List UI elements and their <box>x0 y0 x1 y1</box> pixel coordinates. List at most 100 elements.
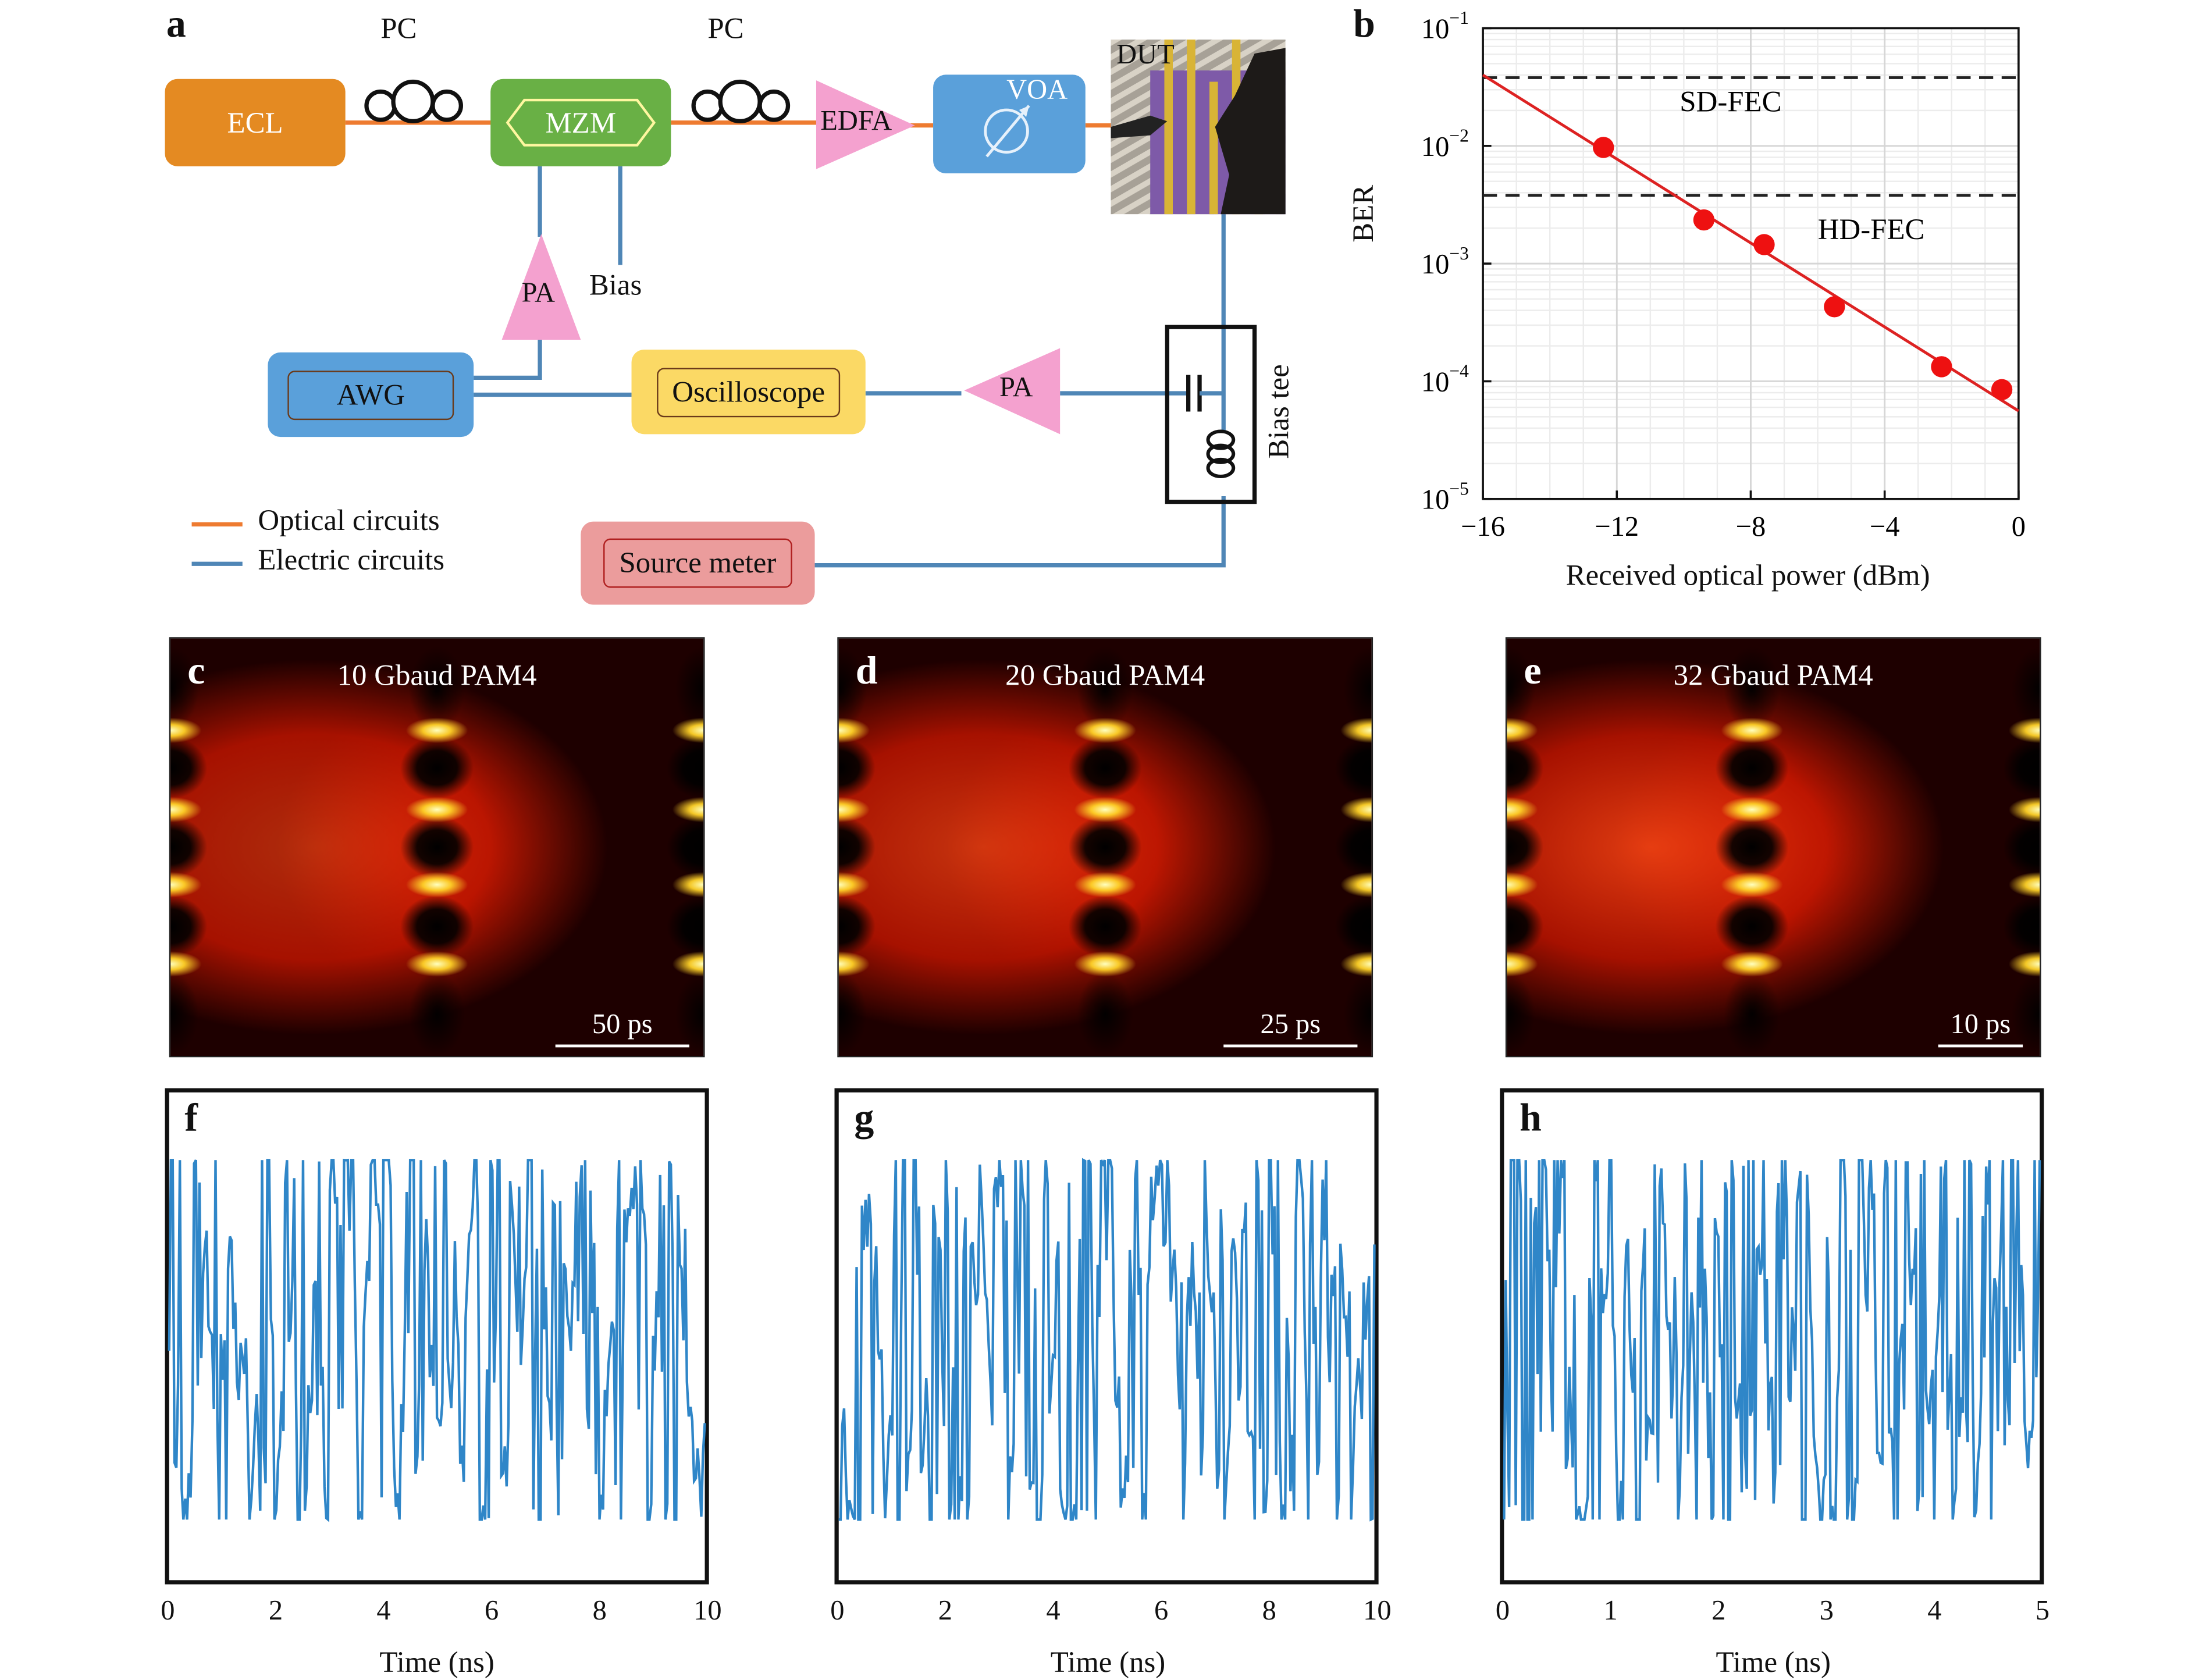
x-tick-label: 6 <box>1154 1596 1169 1627</box>
x-tick-label: 0 <box>830 1596 845 1627</box>
attenuator-icon <box>984 105 1030 158</box>
eye-letter: d <box>855 650 878 694</box>
dut-label: DUT <box>1116 39 1175 71</box>
waveform-trace <box>838 1158 1376 1522</box>
eye-scale-label: 10 ps <box>1950 1009 2011 1041</box>
x-tick-label: 1 <box>1603 1596 1618 1627</box>
waveform-xlabel: Time (ns) <box>1050 1645 1166 1679</box>
ecl-label: ECL <box>227 105 283 139</box>
eye-title: 32 Gbaud PAM4 <box>1673 658 1873 692</box>
eye-diagram-image <box>170 638 704 1056</box>
awg-label: AWG <box>287 370 454 419</box>
x-tick-label: −12 <box>1595 511 1639 542</box>
x-tick-label: 8 <box>1262 1596 1276 1627</box>
eye-diagram-d: d 20 Gbaud PAM4 25 ps <box>837 637 1374 1058</box>
x-tick-label: 5 <box>2035 1596 2050 1627</box>
pa-label: PA <box>999 372 1033 404</box>
x-tick-label: −4 <box>1870 511 1900 542</box>
eye-diagram-image <box>1507 638 2040 1056</box>
waveform-g: g <box>834 1088 1379 1585</box>
dut-chip-image <box>1111 39 1286 215</box>
pc-label: PC <box>380 11 417 45</box>
pc-label: PC <box>707 11 744 45</box>
bias-label: Bias <box>589 268 642 302</box>
x-tick-label: −16 <box>1461 511 1505 542</box>
mzm-block: MZM <box>490 79 671 166</box>
ber-data-point <box>1593 137 1614 158</box>
waveform-plot <box>834 1088 1379 1585</box>
edfa-label: EDFA <box>820 105 892 137</box>
waveform-plot <box>165 1088 709 1585</box>
panel-b-letter: b <box>1353 2 1375 47</box>
pa-amplifier-shape <box>501 234 581 340</box>
fec-threshold-label: SD-FEC <box>1680 86 1781 119</box>
pc-icon <box>364 79 463 124</box>
voa-label: VOA <box>1006 74 1068 106</box>
x-tick-label: 2 <box>1711 1596 1726 1627</box>
oscilloscope-block: Oscilloscope <box>631 349 866 435</box>
eye-diagram-e: e 32 Gbaud PAM4 10 ps <box>1505 637 2041 1058</box>
source-meter-label: Source meter <box>603 538 792 588</box>
waveform-xlabel: Time (ns) <box>379 1645 494 1679</box>
source-meter-block: Source meter <box>581 521 815 605</box>
ber-data-point <box>1931 356 1952 378</box>
mzm-arms-icon <box>506 98 656 147</box>
voa-block: VOA <box>933 74 1086 174</box>
y-tick-label: 10−3 <box>1421 243 1469 280</box>
eye-letter: e <box>1524 650 1542 694</box>
inductor-icon <box>1206 429 1236 479</box>
awg-block: AWG <box>268 352 474 437</box>
eye-scale-bar: 50 ps <box>555 1009 689 1048</box>
x-tick-label: 0 <box>2012 511 2026 542</box>
panel-a-letter: a <box>166 2 186 47</box>
pa-amplifier-shape <box>964 348 1061 435</box>
ber-data-point <box>1824 296 1845 318</box>
ecl-block: ECL <box>165 79 346 166</box>
waveform-f: f <box>165 1088 709 1585</box>
dut-micrograph: DUT <box>1111 39 1286 215</box>
pa-label: PA <box>521 277 556 309</box>
x-tick-label: 3 <box>1819 1596 1834 1627</box>
waveform-letter: f <box>184 1097 198 1141</box>
waveform-trace <box>168 1158 706 1522</box>
ber-fit-line <box>1482 73 2020 412</box>
eye-scale-bar: 10 ps <box>1938 1009 2023 1048</box>
legend-electric-label: Electric circuits <box>258 542 445 577</box>
panel-a-wiring <box>191 79 1257 568</box>
waveform-trace <box>1503 1159 2041 1521</box>
pc-icon <box>691 79 791 124</box>
fec-threshold-label: HD-FEC <box>1818 213 1925 246</box>
x-tick-label: 6 <box>485 1596 499 1627</box>
x-tick-label: 4 <box>1927 1596 1942 1627</box>
x-tick-label: 2 <box>268 1596 283 1627</box>
mzm-label: MZM <box>545 105 617 139</box>
y-tick-label: 10−5 <box>1421 479 1469 515</box>
bias-tee-label: Bias tee <box>1261 364 1296 459</box>
oscilloscope-label: Oscilloscope <box>656 367 841 417</box>
ber-data-point <box>1693 209 1715 231</box>
y-tick-label: 10−4 <box>1421 361 1469 397</box>
x-tick-label: 0 <box>161 1596 175 1627</box>
x-tick-label: 10 <box>693 1596 722 1627</box>
waveform-letter: h <box>1520 1097 1542 1141</box>
electric-line-pa-awg <box>474 338 542 380</box>
eye-scale-bar: 25 ps <box>1223 1009 1358 1048</box>
ber-data-point <box>1991 379 2013 400</box>
ber-xlabel: Received optical power (dBm) <box>1565 558 1930 592</box>
plot-frame <box>1500 1088 2044 1585</box>
ber-data-point <box>1753 234 1775 255</box>
y-tick-label: 10−1 <box>1421 8 1469 44</box>
eye-title: 20 Gbaud PAM4 <box>1005 658 1205 692</box>
eye-title: 10 Gbaud PAM4 <box>337 658 537 692</box>
waveform-plot <box>1500 1088 2044 1585</box>
waveform-xlabel: Time (ns) <box>1716 1645 1831 1679</box>
x-tick-label: 4 <box>376 1596 391 1627</box>
waveform-h: h <box>1500 1088 2044 1585</box>
eye-diagram-image <box>838 638 1372 1056</box>
eye-scale-label: 25 ps <box>1260 1009 1321 1041</box>
x-tick-label: 4 <box>1046 1596 1061 1627</box>
ber-ylabel: BER <box>1346 184 1380 243</box>
ber-chart: SD-FEC HD-FEC −16 −12 −8 −4 0 10−1 10−2 10−3 10−4 1… <box>1421 8 2026 542</box>
legend-optical-label: Optical circuits <box>258 503 440 538</box>
